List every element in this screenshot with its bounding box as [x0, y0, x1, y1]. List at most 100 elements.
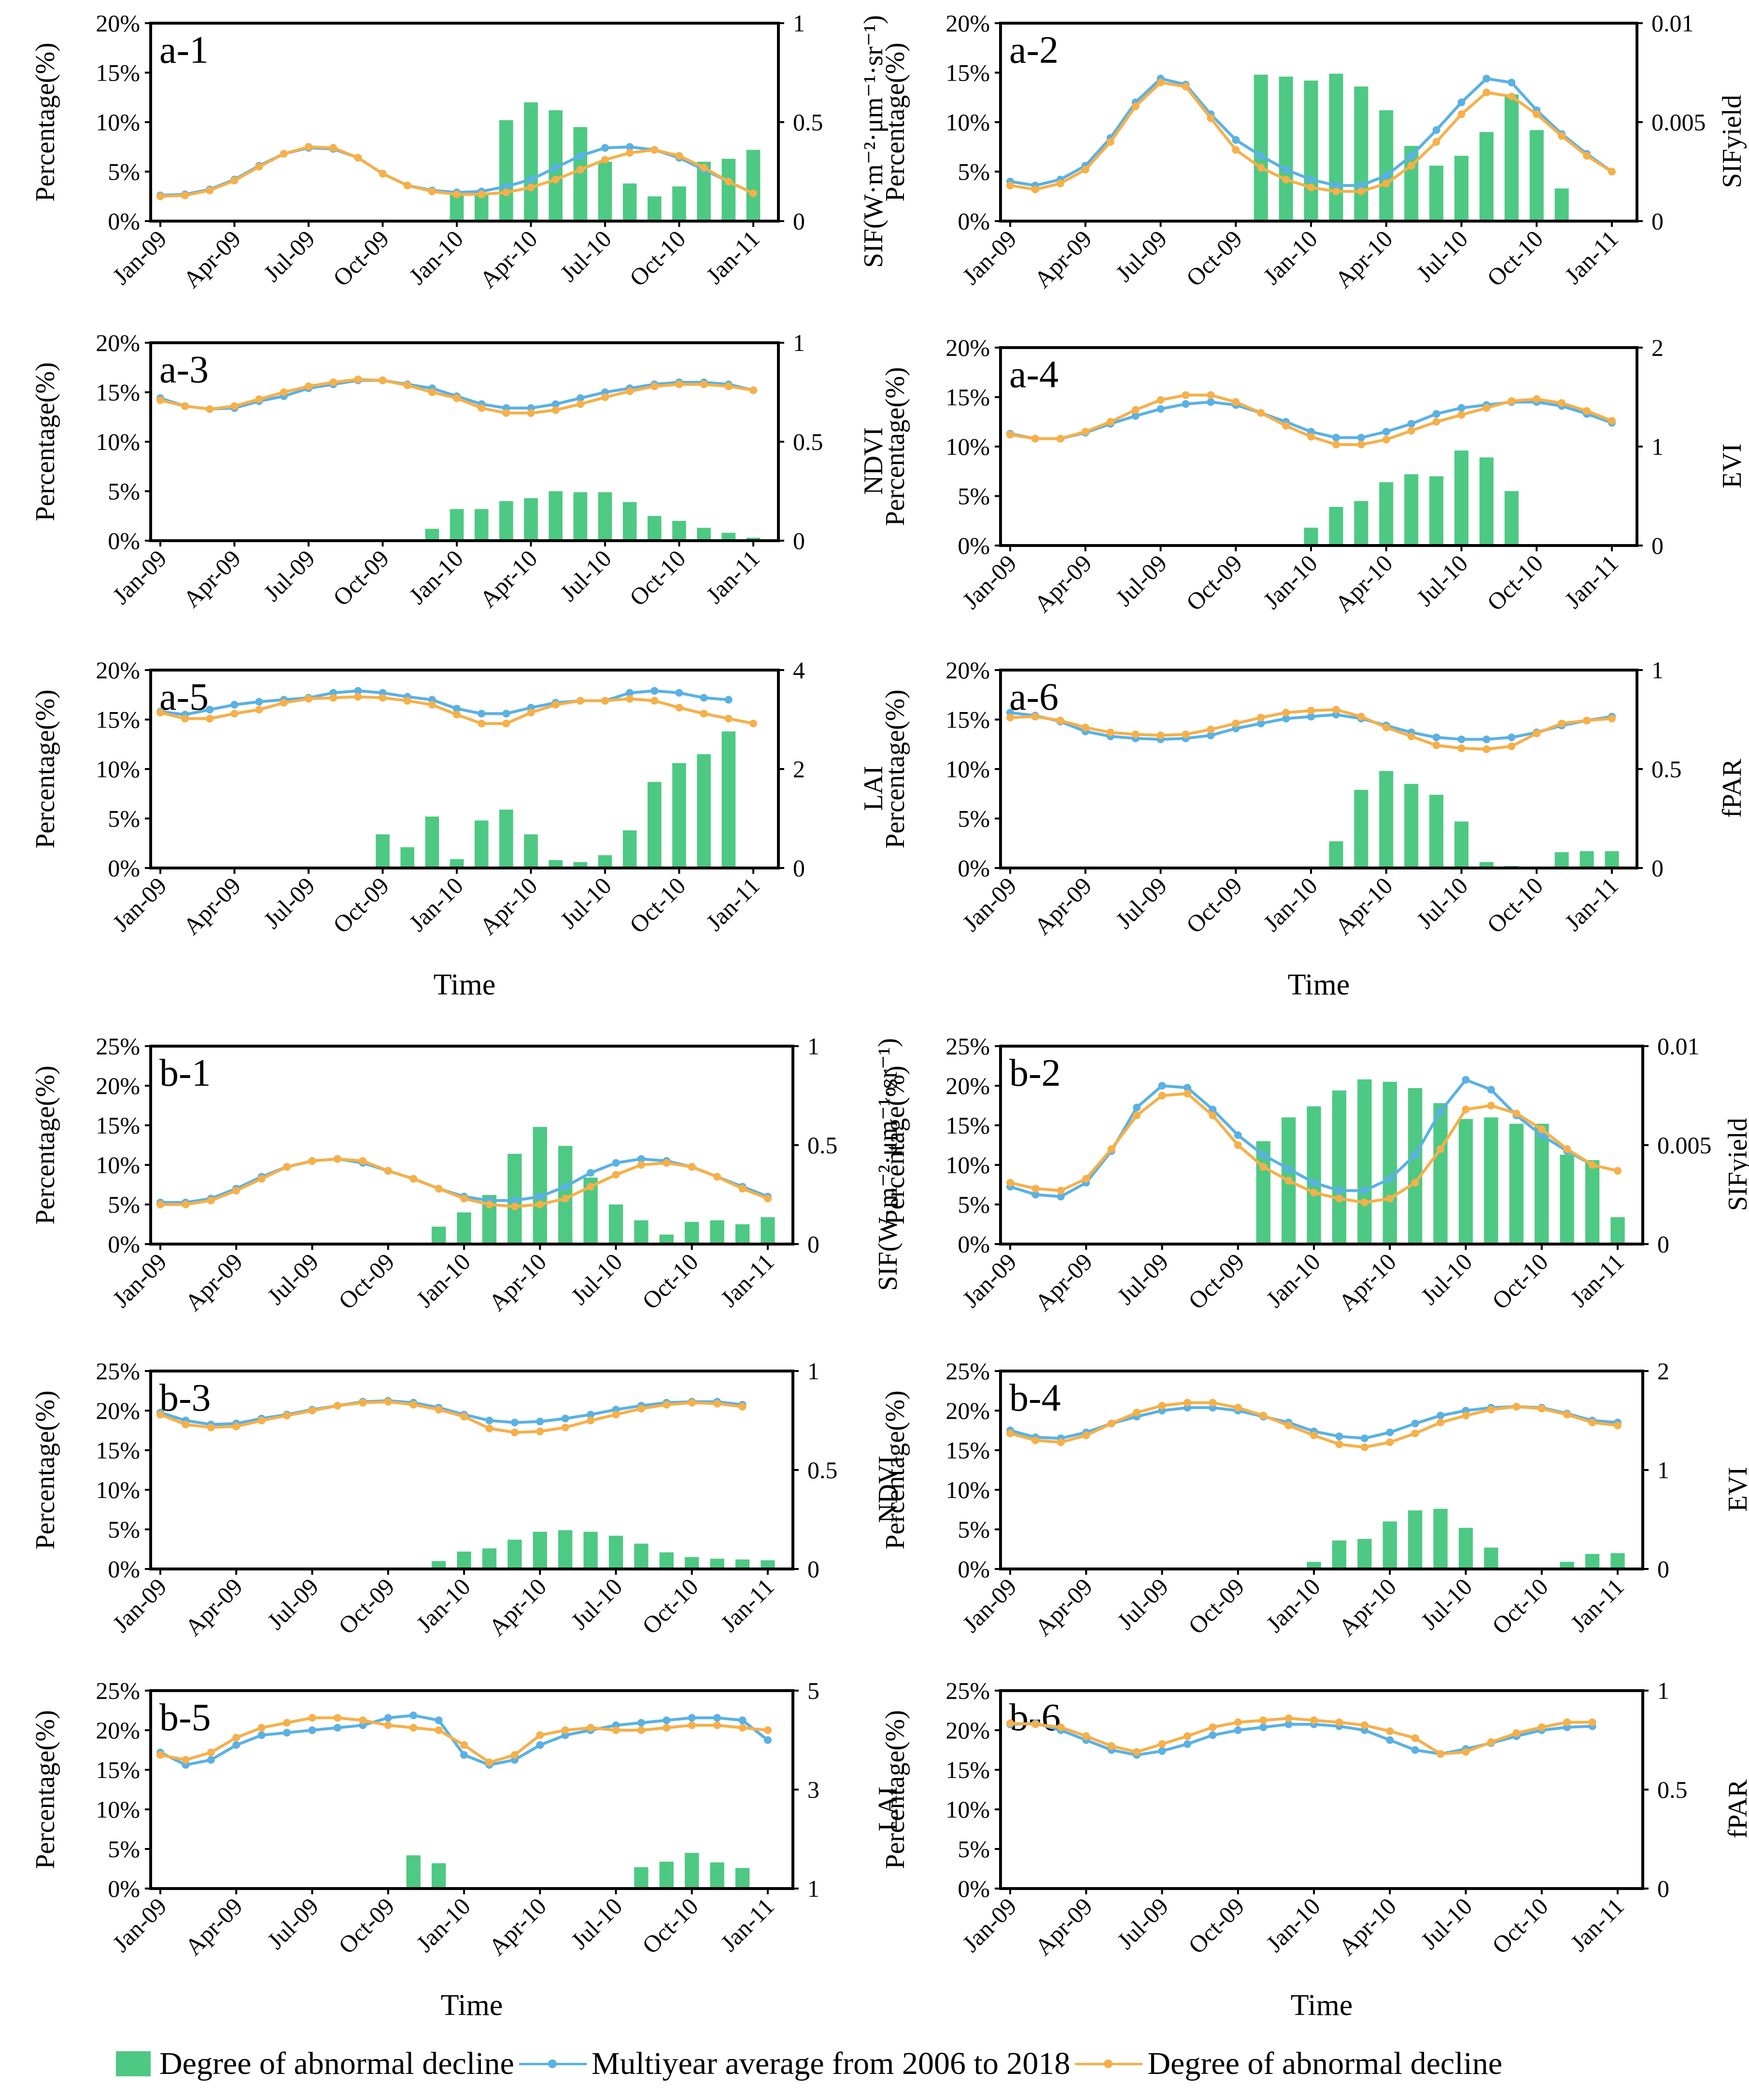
left-tick-label: 10% [945, 756, 990, 783]
right-axis-title: SIFyield [1717, 95, 1747, 188]
average-point-b-1-17 [587, 1169, 595, 1177]
abnormal-point-a-3-11 [428, 388, 436, 396]
bar-a-5-15 [524, 834, 538, 868]
abnormal-point-b-3-19 [637, 1404, 645, 1413]
abnormal-point-a-1-15 [527, 183, 535, 192]
average-point-b-2-8 [1209, 1106, 1217, 1114]
x-tick-label: Oct-10 [637, 1573, 704, 1639]
abnormal-point-b-5-5 [283, 1719, 291, 1727]
right-tick-label: 0.005 [1657, 1132, 1712, 1159]
x-tick-label: Jul-09 [258, 872, 320, 934]
left-tick-label: 20% [96, 329, 140, 356]
left-tick-label: 25% [945, 1677, 990, 1704]
average-point-a-3-17 [576, 394, 584, 402]
bar-b-3-12 [457, 1551, 471, 1569]
bar-b-3-24 [761, 1560, 775, 1569]
average-point-a-4-5 [1131, 412, 1140, 420]
bar-b-3-15 [533, 1531, 547, 1569]
abnormal-point-b-2-23 [1588, 1161, 1596, 1169]
bar-a-3-22 [697, 528, 711, 541]
abnormal-point-b-5-4 [257, 1723, 266, 1732]
abnormal-point-b-5-9 [384, 1721, 392, 1729]
average-point-b-2-5 [1133, 1104, 1141, 1112]
left-tick-label: 5% [108, 1835, 140, 1862]
x-tick-label: Oct-09 [1183, 1892, 1250, 1959]
abnormal-point-b-6-21 [1537, 1723, 1546, 1731]
average-point-b-5-11 [435, 1716, 443, 1724]
x-tick-label: Oct-10 [1481, 225, 1548, 292]
abnormal-line-b-3 [159, 1400, 743, 1434]
x-tick-label: Apr-09 [178, 872, 246, 940]
abnormal-point-b-6-17 [1437, 1750, 1445, 1758]
bar-b-2-18 [1458, 1119, 1473, 1244]
abnormal-point-b-6-1 [1031, 1720, 1040, 1728]
abnormal-point-b-2-24 [1614, 1167, 1622, 1175]
abnormal-point-a-2-12 [1307, 183, 1315, 192]
abnormal-point-b-5-1 [182, 1756, 190, 1764]
abnormal-point-b-3-9 [384, 1398, 392, 1406]
plot-frame [149, 341, 780, 542]
left-tick-label: 0% [108, 1231, 140, 1258]
abnormal-point-a-2-17 [1432, 138, 1440, 146]
abnormal-point-b-1-10 [409, 1175, 418, 1183]
bar-b-4-16 [1408, 1510, 1423, 1569]
abnormal-point-a-1-23 [724, 178, 733, 185]
abnormal-point-a-2-9 [1232, 146, 1240, 154]
x-tick-label: Apr-10 [1330, 225, 1398, 293]
average-point-b-6-6 [1158, 1747, 1166, 1755]
abnormal-point-a-3-2 [206, 405, 214, 413]
abnormal-point-b-1-18 [612, 1171, 620, 1179]
abnormal-point-b-5-11 [435, 1726, 443, 1734]
x-tick-label: Apr-09 [180, 1892, 248, 1960]
abnormal-point-a-4-15 [1382, 435, 1390, 444]
abnormal-point-a-2-3 [1081, 166, 1089, 174]
abnormal-point-a-6-14 [1357, 713, 1365, 721]
panel-label: a-6 [1009, 676, 1058, 718]
abnormal-point-b-1-0 [156, 1201, 164, 1208]
x-tick-label: Oct-10 [624, 225, 691, 292]
average-point-b-2-11 [1284, 1165, 1293, 1173]
bar-a-2-15 [1379, 110, 1394, 221]
abnormal-point-a-2-6 [1157, 79, 1165, 86]
left-tick-label: 5% [108, 805, 140, 832]
x-tick-label: Oct-09 [1183, 1573, 1250, 1639]
x-tick-label: Oct-10 [624, 545, 691, 611]
legend-average-label: Multiyear average from 2006 to 2018 [591, 2046, 1071, 2081]
abnormal-point-a-5-0 [156, 709, 164, 717]
right-tick-label: 1 [807, 1033, 819, 1060]
average-point-a-2-14 [1357, 182, 1365, 190]
abnormal-point-a-4-16 [1407, 427, 1415, 435]
bar-a-5-16 [549, 860, 563, 868]
chart-a-5: 0% 5% 10% 15% 20% 0 2 4 Jan-09 Apr-09 Jul-09 Oct-09… [30, 657, 889, 1001]
abnormal-point-b-1-11 [435, 1185, 443, 1193]
abnormal-point-a-6-21 [1533, 729, 1541, 738]
bar-a-4-15 [1379, 482, 1394, 546]
x-tick-label: Jul-10 [555, 225, 617, 287]
abnormal-point-a-3-13 [478, 404, 486, 412]
bar-b-4-18 [1458, 1527, 1473, 1569]
bar-a-1-24 [746, 150, 761, 221]
abnormal-point-b-1-9 [384, 1167, 392, 1175]
left-axis-title: Percentage(%) [880, 367, 910, 526]
x-tick-label: Apr-09 [178, 545, 246, 613]
bar-b-2-22 [1560, 1154, 1574, 1244]
bar-a-5-22 [697, 754, 711, 868]
right-tick-label: 0 [793, 208, 805, 235]
bar-b-3-17 [583, 1531, 598, 1569]
abnormal-point-b-4-23 [1588, 1418, 1596, 1427]
average-point-b-6-11 [1284, 1720, 1293, 1728]
average-point-a-2-10 [1257, 152, 1265, 160]
bar-a-6-15 [1379, 771, 1394, 868]
x-tick-label: Jul-10 [565, 1248, 627, 1310]
abnormal-point-b-1-5 [283, 1163, 291, 1171]
bar-b-4-23 [1585, 1554, 1600, 1569]
x-tick-label: Oct-10 [624, 872, 691, 938]
abnormal-point-a-2-21 [1533, 110, 1541, 118]
x-tick-label: Apr-09 [1030, 1573, 1098, 1641]
average-point-b-3-14 [510, 1418, 519, 1427]
abnormal-point-b-2-8 [1209, 1111, 1217, 1120]
average-point-b-2-7 [1183, 1084, 1191, 1092]
bar-b-4-14 [1357, 1539, 1372, 1569]
x-tick-label: Jul-10 [565, 1892, 627, 1954]
